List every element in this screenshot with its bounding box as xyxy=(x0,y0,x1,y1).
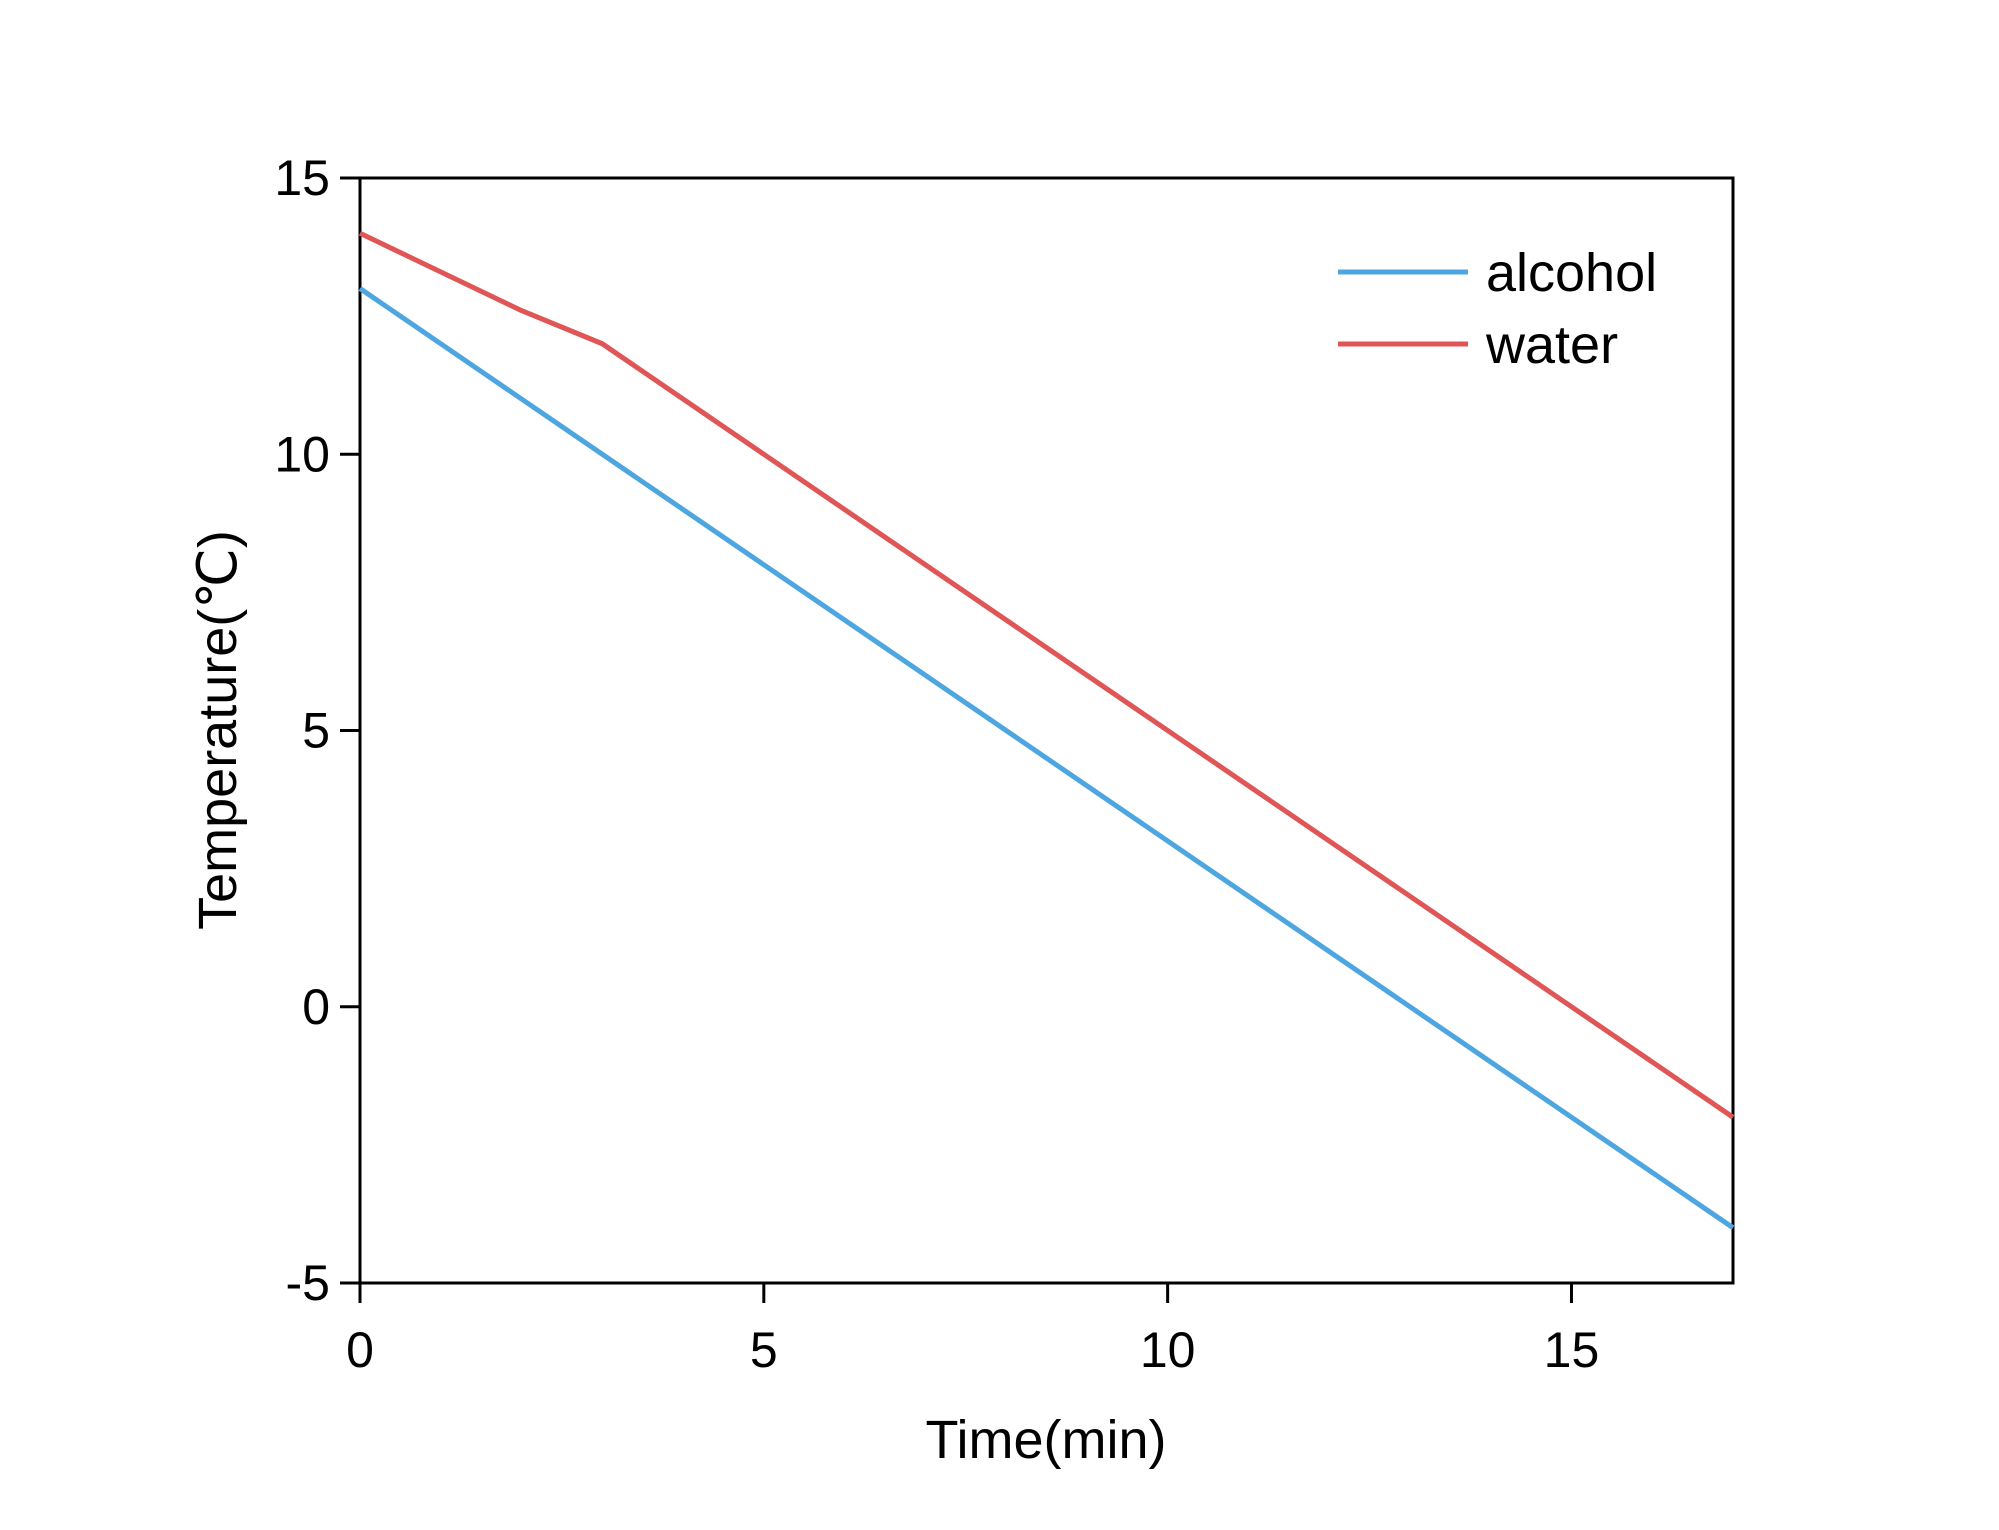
x-tick-label: 5 xyxy=(750,1322,778,1378)
series-line-alcohol xyxy=(358,286,1735,1230)
x-tick-label: 15 xyxy=(1544,1322,1600,1378)
x-axis-ticks: 0 5 10 15 xyxy=(346,1283,1599,1378)
y-tick-label: 5 xyxy=(302,703,330,759)
y-tick-label: 0 xyxy=(302,979,330,1035)
x-tick-label: 10 xyxy=(1140,1322,1196,1378)
y-tick-label: 10 xyxy=(274,426,330,482)
y-tick-label: -5 xyxy=(286,1255,330,1311)
y-axis-ticks: -5 0 5 10 15 xyxy=(274,150,360,1311)
y-axis-title: Temperature(℃) xyxy=(188,530,248,930)
x-tick-label: 0 xyxy=(346,1322,374,1378)
legend: alcohol water xyxy=(1338,243,1657,375)
y-tick-label: 15 xyxy=(274,150,330,206)
legend-label-alcohol: alcohol xyxy=(1486,243,1657,303)
legend-label-water: water xyxy=(1485,315,1618,375)
series-lines xyxy=(358,230,1735,1230)
x-axis-title: Time(min) xyxy=(926,1410,1167,1470)
series-line-water xyxy=(358,230,1735,1120)
